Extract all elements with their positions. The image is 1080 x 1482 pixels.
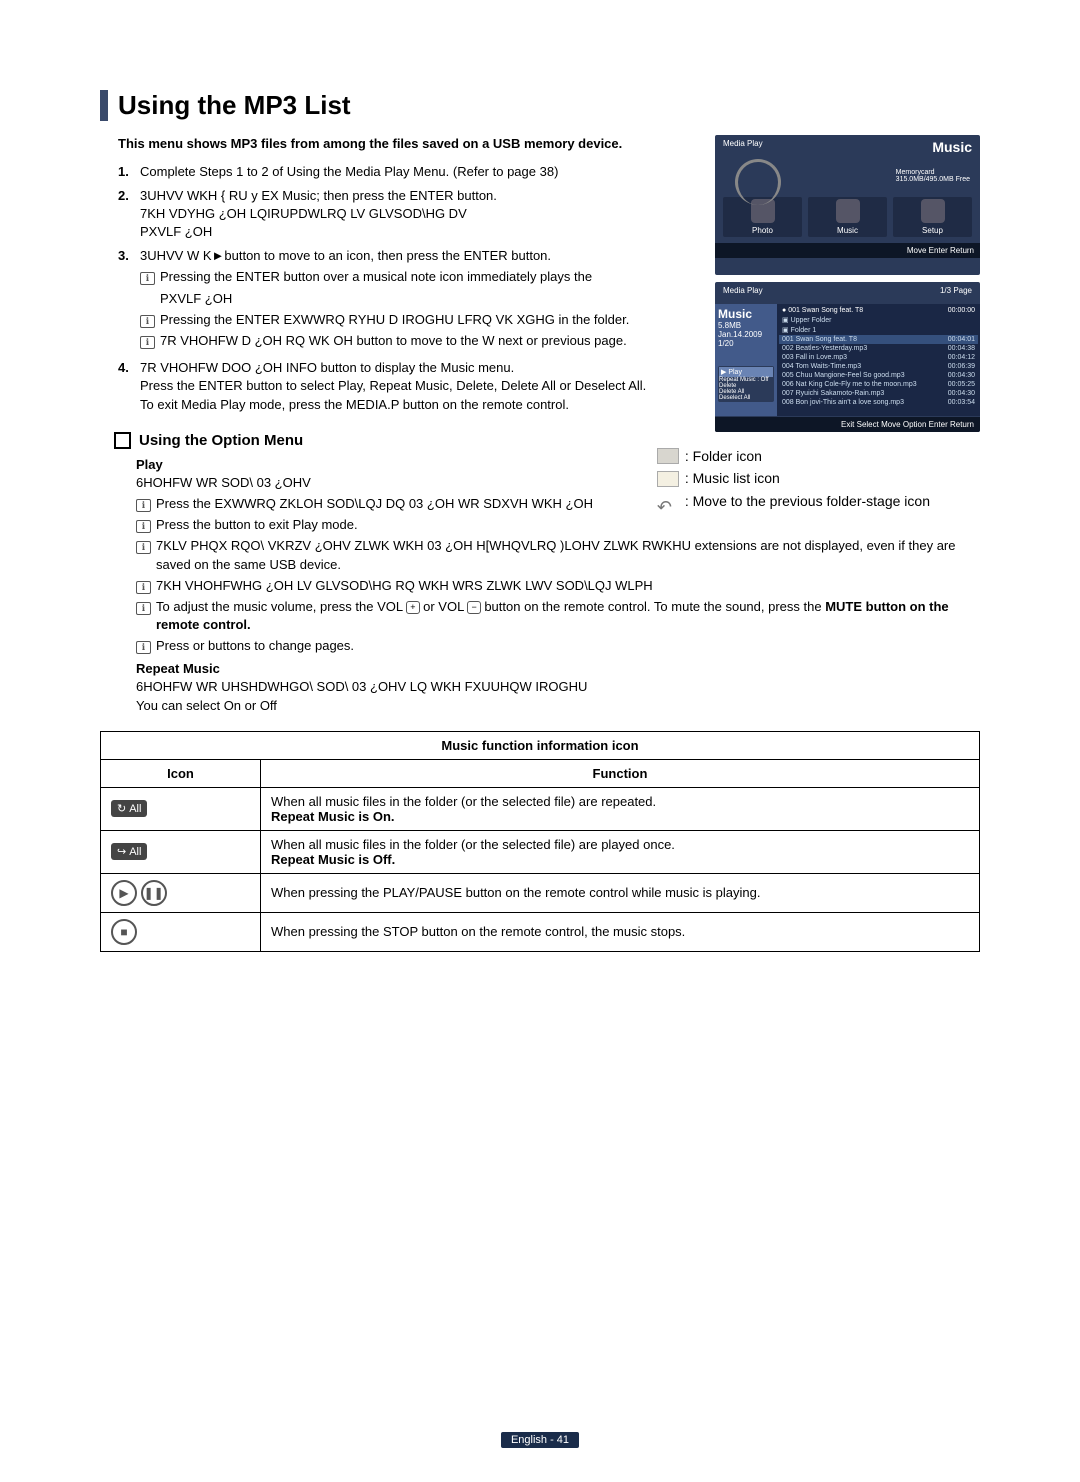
step-number: 1. (118, 163, 140, 181)
table-row: ▶ ❚❚ When pressing the PLAY/PAUSE button… (101, 873, 980, 912)
page-title: Using the MP3 List (118, 90, 980, 121)
table-cell: When pressing the PLAY/PAUSE button on t… (261, 873, 980, 912)
track-row: 001 Swan Song feat. T800:04:01 (779, 335, 978, 344)
note-icon: ℹ (136, 602, 151, 615)
tile-music: Music (808, 197, 887, 237)
table-row: ■ When pressing the STOP button on the r… (101, 912, 980, 951)
step-number: 3. (118, 247, 140, 353)
table-row: ↻All When all music files in the folder … (101, 787, 980, 830)
screenshot-footer: Move Enter Return (715, 243, 980, 258)
icon-legend: : Folder icon : Music list icon : Move t… (657, 445, 930, 512)
step-3-note-3: 7R VHOHFW D ¿OH RQ WK OH button to move … (160, 332, 627, 350)
screenshot-footer: Exit Select Move Option Enter Return (715, 417, 980, 432)
previous-folder-icon (657, 493, 679, 509)
repeat-heading: Repeat Music (136, 661, 980, 676)
track-row: 008 Bon jovi-This ain't a love song.mp30… (779, 398, 978, 407)
track-row: 007 Ryuichi Sakamoto-Rain.mp300:04:30 (779, 389, 978, 398)
track-row: 006 Nat King Cole-Fly me to the moon.mp3… (779, 380, 978, 389)
track-row: 004 Tom Waits-Time.mp300:06:39 (779, 362, 978, 371)
track-row: 003 Fall in Love.mp300:04:12 (779, 353, 978, 362)
step-3-note-1: Pressing the ENTER button over a musical… (160, 268, 592, 286)
pause-icon: ❚❚ (141, 880, 167, 906)
screenshot-track-list: ● 001 Swan Song feat. T800:00:00 ▣ Upper… (777, 304, 980, 416)
tile-setup: Setup (893, 197, 972, 237)
note-icon: ℹ (140, 315, 155, 328)
step-3-note-2: Pressing the ENTER EXWWRQ RYHU D IROGHU … (160, 311, 629, 329)
screenshot-media-play-menu: Media Play Music Memorycard 315.0MB/495.… (715, 135, 980, 275)
repeat-all-off-icon: ↪All (111, 843, 147, 860)
note-icon: ℹ (140, 272, 155, 285)
track-row: 002 Beatles-Yesterday.mp300:04:38 (779, 344, 978, 353)
note-icon: ℹ (136, 641, 151, 654)
play-icon: ▶ (111, 880, 137, 906)
step-number: 2. (118, 187, 140, 242)
note-icon: ℹ (136, 541, 151, 554)
table-header-function: Function (261, 759, 980, 787)
folder-icon (657, 448, 679, 464)
page-title-bar: Using the MP3 List (100, 90, 980, 121)
track-row: 005 Chuu Mangione-Feel So good.mp300:04:… (779, 371, 978, 380)
page-footer: English - 41 (0, 1434, 1080, 1446)
step-number: 4. (118, 359, 140, 414)
stop-icon: ■ (111, 919, 137, 945)
note-icon: ℹ (136, 499, 151, 512)
table-caption: Music function information icon (101, 731, 980, 759)
table-row: ↪All When all music files in the folder … (101, 830, 980, 873)
vol-up-icon: + (406, 601, 419, 614)
music-list-icon (657, 471, 679, 487)
note-icon: ℹ (136, 520, 151, 533)
vol-down-icon: − (467, 601, 480, 614)
note-icon: ℹ (136, 581, 151, 594)
screenshot-music-list: Media Play 1/3 Page Music 5.8MB Jan.14.2… (715, 282, 980, 432)
music-function-table: Music function information icon Icon Fun… (100, 731, 980, 952)
repeat-body: 6HOHFW WR UHSHDWHGO\ SOD\ 03 ¿OHV LQ WKH… (136, 678, 980, 714)
headphone-icon (735, 159, 781, 205)
table-cell: When pressing the STOP button on the rem… (261, 912, 980, 951)
screenshot-left-panel: Music 5.8MB Jan.14.2009 1/20 ▶ Play Repe… (715, 304, 777, 416)
note-icon: ℹ (140, 336, 155, 349)
table-header-icon: Icon (101, 759, 261, 787)
repeat-all-on-icon: ↻All (111, 800, 147, 817)
